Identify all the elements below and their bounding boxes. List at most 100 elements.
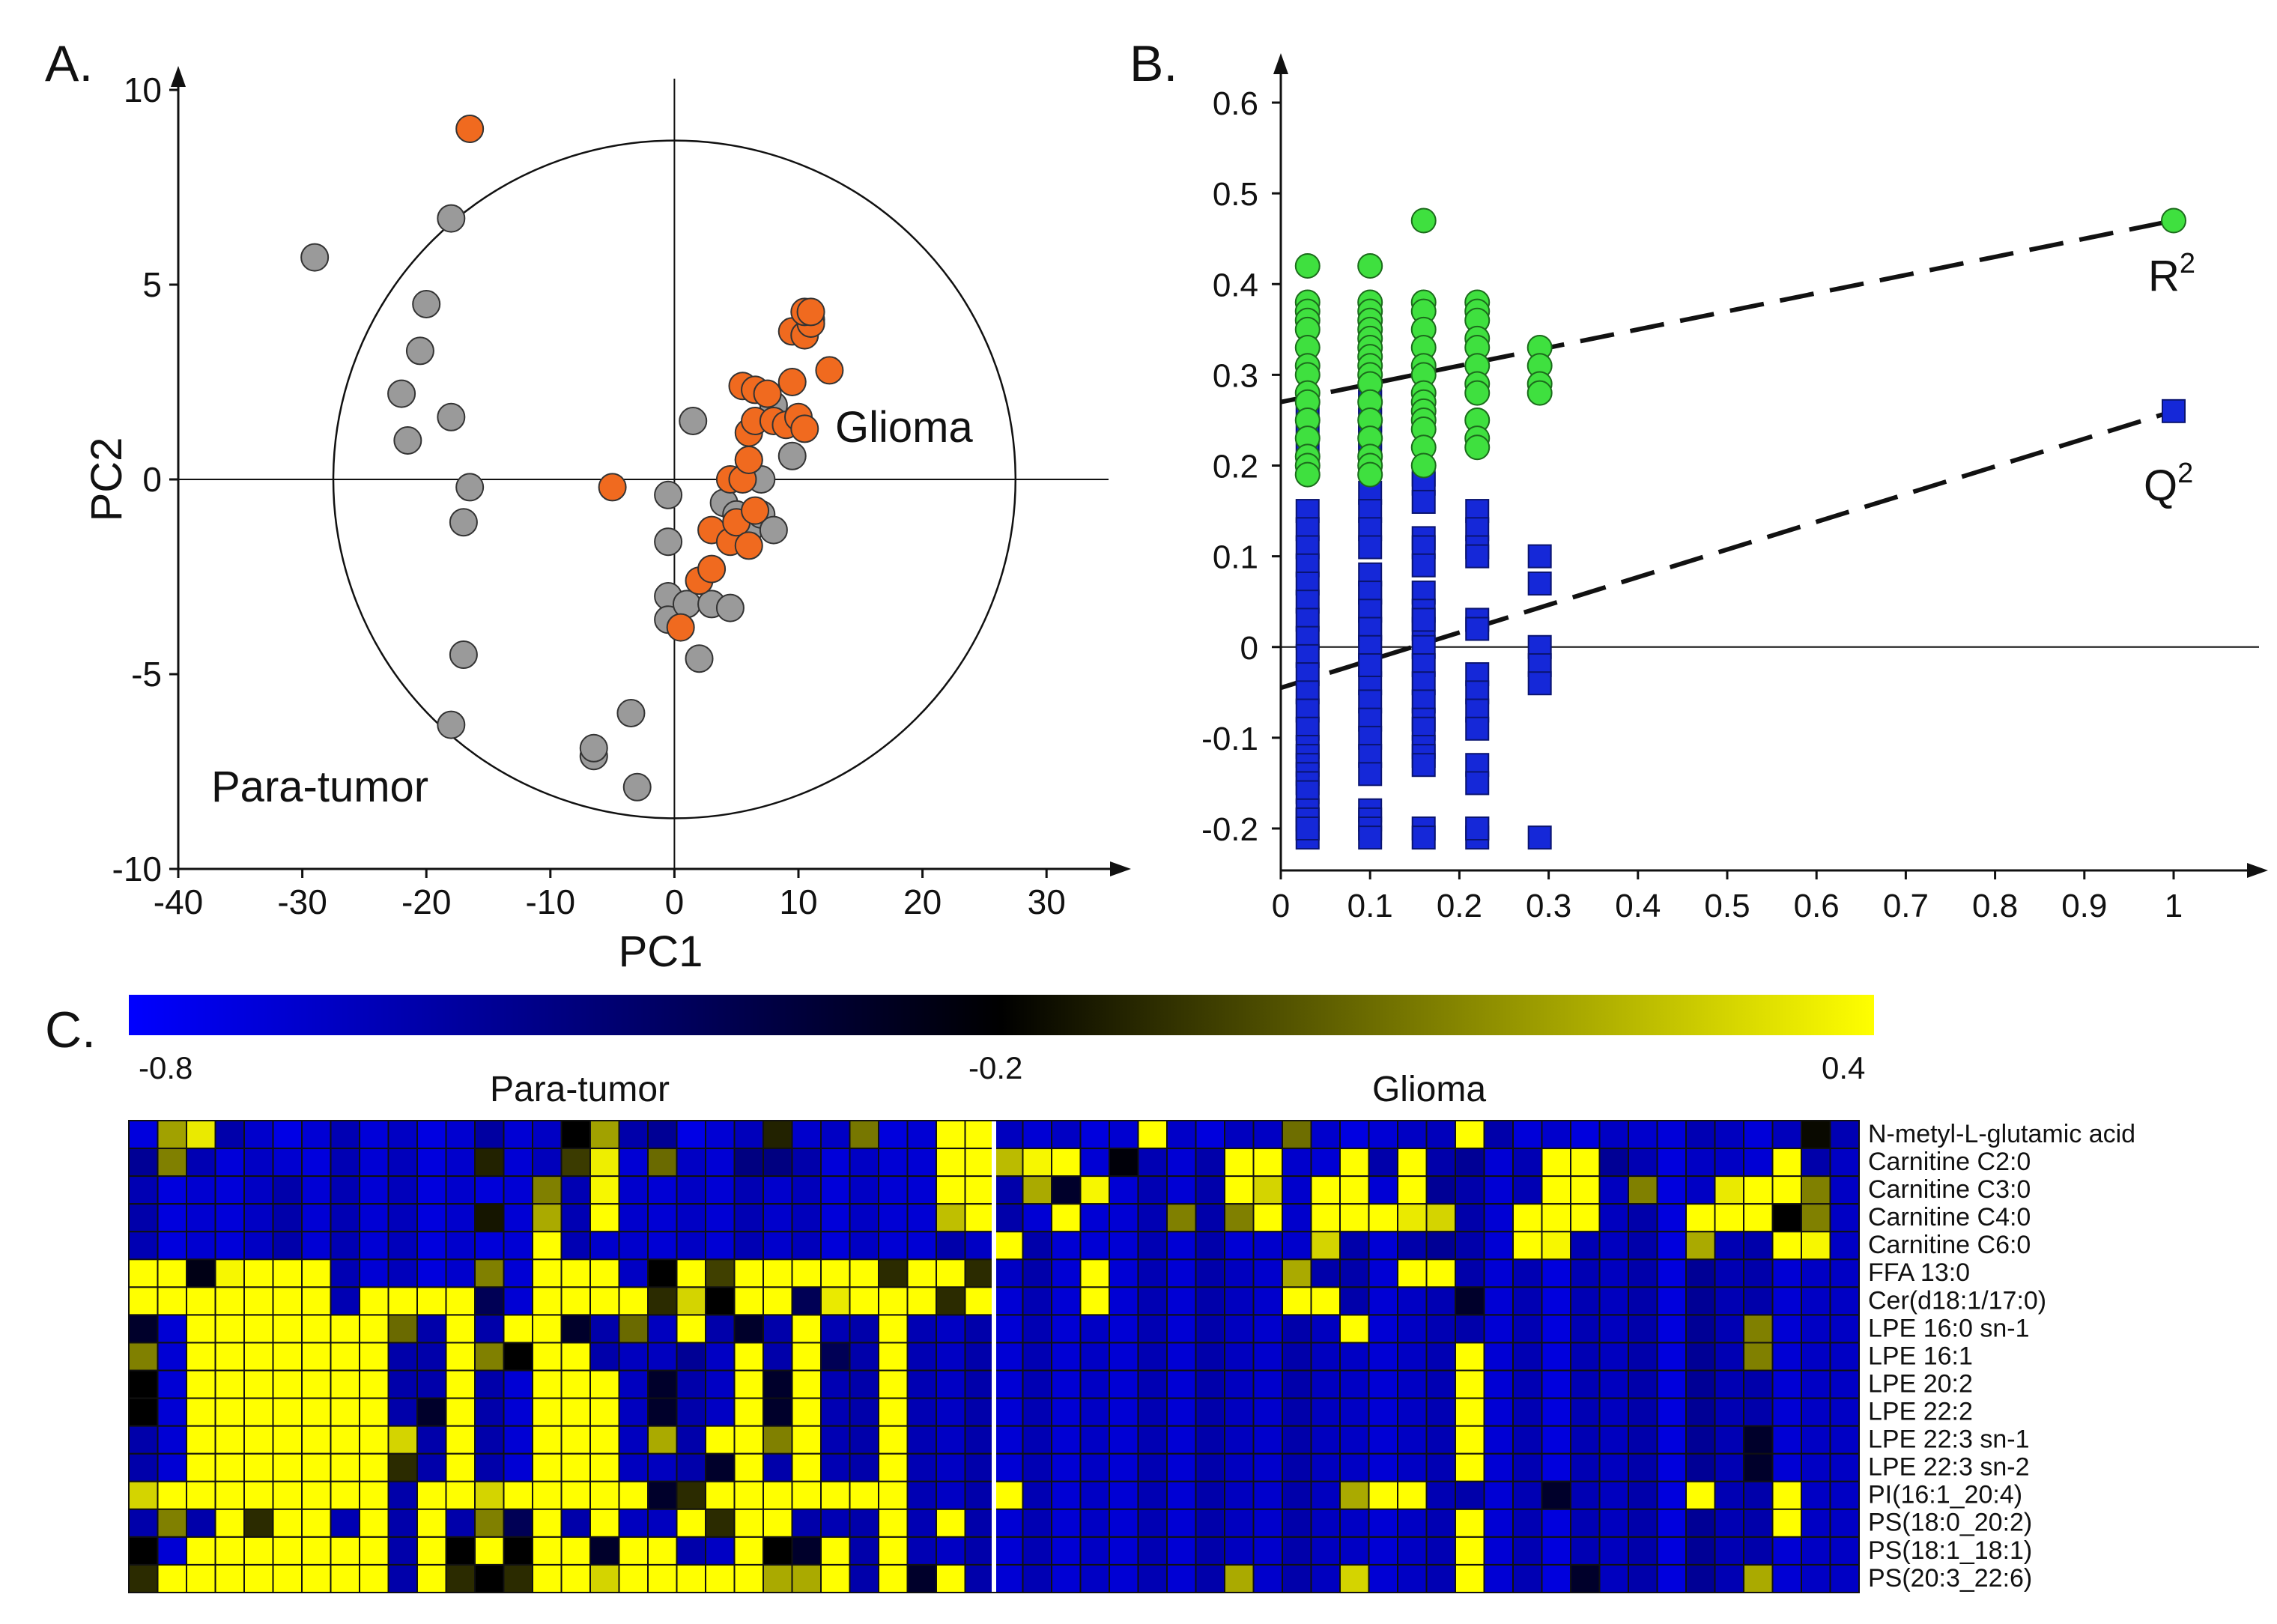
heatmap-cell bbox=[1598, 1480, 1629, 1510]
heatmap-cell bbox=[214, 1563, 245, 1593]
heatmap-cell bbox=[1541, 1369, 1571, 1399]
heatmap-cell bbox=[1282, 1563, 1312, 1593]
heatmap-cell bbox=[330, 1203, 360, 1233]
panel-b-q2-point bbox=[1411, 608, 1436, 632]
panel-a-point-glioma bbox=[815, 356, 844, 385]
heatmap-cell bbox=[1079, 1536, 1110, 1566]
heatmap-cell bbox=[243, 1286, 274, 1316]
heatmap-cell bbox=[503, 1231, 533, 1261]
heatmap-cell bbox=[532, 1425, 563, 1455]
heatmap-cell bbox=[1368, 1563, 1398, 1593]
heatmap-cell bbox=[1022, 1258, 1052, 1288]
panel-b-y-arrow bbox=[1273, 53, 1288, 74]
panel-a-point-para-tumor bbox=[455, 473, 485, 502]
heatmap-cell bbox=[301, 1203, 332, 1233]
heatmap-cell bbox=[186, 1175, 216, 1205]
heatmap-cell bbox=[1051, 1425, 1082, 1455]
heatmap-cell bbox=[128, 1342, 159, 1372]
heatmap-row-label: N-metyl-L-glutamic acid bbox=[1868, 1120, 2135, 1148]
heatmap-cell bbox=[1397, 1175, 1428, 1205]
panel-a-xtick-label: 10 bbox=[779, 882, 817, 921]
heatmap-cell bbox=[1685, 1286, 1716, 1316]
heatmap-cell bbox=[849, 1175, 879, 1205]
heatmap-cell bbox=[214, 1175, 245, 1205]
heatmap-cell bbox=[359, 1425, 389, 1455]
heatmap-cell bbox=[733, 1508, 764, 1538]
heatmap-cell bbox=[503, 1397, 533, 1427]
heatmap-cell bbox=[1801, 1369, 1831, 1399]
heatmap-cell bbox=[387, 1425, 418, 1455]
heatmap-cell bbox=[791, 1425, 822, 1455]
heatmap-cell bbox=[762, 1175, 793, 1205]
heatmap-cell bbox=[1598, 1397, 1629, 1427]
heatmap-cell bbox=[1628, 1369, 1658, 1399]
panel-a-ylabel: PC2 bbox=[82, 437, 131, 522]
panel-b-ytick-label: 0.5 bbox=[1213, 176, 1258, 213]
heatmap-cell bbox=[1714, 1258, 1744, 1288]
heatmap-cell bbox=[1022, 1425, 1052, 1455]
heatmap-cell bbox=[1252, 1286, 1283, 1316]
heatmap-cell bbox=[1656, 1563, 1687, 1593]
heatmap-cell bbox=[1483, 1286, 1514, 1316]
heatmap-cell bbox=[589, 1508, 620, 1538]
heatmap-cell bbox=[1455, 1563, 1485, 1593]
heatmap-cell bbox=[762, 1480, 793, 1510]
heatmap-cell bbox=[1310, 1480, 1341, 1510]
heatmap-cell bbox=[906, 1369, 937, 1399]
heatmap-cell bbox=[1166, 1397, 1197, 1427]
heatmap-cell bbox=[1541, 1231, 1571, 1261]
heatmap-cell bbox=[416, 1231, 447, 1261]
heatmap-cell bbox=[1195, 1369, 1225, 1399]
heatmap-cell bbox=[676, 1480, 706, 1510]
heatmap-cell bbox=[589, 1231, 620, 1261]
heatmap-cell bbox=[1685, 1425, 1716, 1455]
heatmap-cell bbox=[560, 1425, 591, 1455]
heatmap-cell bbox=[1137, 1342, 1168, 1372]
heatmap-cell bbox=[301, 1452, 332, 1482]
heatmap-cell bbox=[1801, 1425, 1831, 1455]
heatmap-cell bbox=[1425, 1342, 1456, 1372]
panel-b-r2-point bbox=[1294, 461, 1321, 488]
heatmap-cell bbox=[733, 1425, 764, 1455]
heatmap-cell bbox=[1656, 1425, 1687, 1455]
heatmap-cell bbox=[387, 1175, 418, 1205]
heatmap-cell bbox=[993, 1203, 1024, 1233]
heatmap-cell bbox=[878, 1480, 909, 1510]
heatmap-cell bbox=[964, 1258, 995, 1288]
heatmap-cell bbox=[791, 1563, 822, 1593]
panel-a-xtick-label: -40 bbox=[154, 882, 203, 921]
heatmap-cell bbox=[676, 1203, 706, 1233]
heatmap-row-label: Carnitine C4:0 bbox=[1868, 1203, 2031, 1231]
heatmap-cell bbox=[1137, 1536, 1168, 1566]
heatmap-cell bbox=[1224, 1480, 1255, 1510]
heatmap-cell bbox=[186, 1536, 216, 1566]
heatmap-cell bbox=[387, 1563, 418, 1593]
heatmap-cell bbox=[936, 1231, 966, 1261]
heatmap-cell bbox=[359, 1342, 389, 1372]
heatmap-cell bbox=[359, 1563, 389, 1593]
heatmap-cell bbox=[128, 1480, 159, 1510]
panel-c-label: C. bbox=[45, 1002, 96, 1058]
panel-a-point-para-tumor bbox=[672, 590, 701, 619]
heatmap-cell bbox=[964, 1425, 995, 1455]
heatmap-cell bbox=[878, 1508, 909, 1538]
heatmap-row-label: PS(18:1_18:1) bbox=[1868, 1536, 2032, 1565]
heatmap-cell bbox=[993, 1286, 1024, 1316]
heatmap-cell bbox=[359, 1314, 389, 1344]
heatmap-cell bbox=[906, 1286, 937, 1316]
heatmap-cell bbox=[1137, 1425, 1168, 1455]
heatmap-cell bbox=[1628, 1203, 1658, 1233]
panel-a-xtick-label: 0 bbox=[665, 882, 685, 921]
heatmap-cell bbox=[705, 1203, 736, 1233]
heatmap-cell bbox=[1570, 1258, 1601, 1288]
heatmap-cell bbox=[1628, 1231, 1658, 1261]
heatmap-cell bbox=[618, 1397, 649, 1427]
panel-b-q2-point bbox=[1465, 716, 1490, 741]
panel-a-point-para-tumor bbox=[759, 515, 788, 545]
heatmap-cell bbox=[762, 1120, 793, 1150]
heatmap-cell bbox=[474, 1175, 505, 1205]
heatmap-cell bbox=[1483, 1120, 1514, 1150]
heatmap-cell bbox=[1512, 1480, 1543, 1510]
heatmap-cell bbox=[733, 1563, 764, 1593]
